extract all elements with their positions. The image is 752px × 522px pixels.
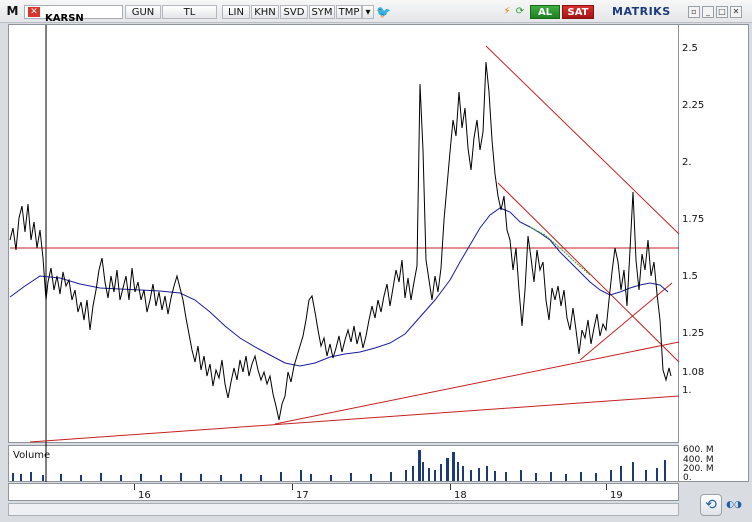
volume-tick: 600. M bbox=[683, 445, 714, 455]
horizontal-scrollbar[interactable] bbox=[8, 503, 679, 516]
time-tick: 19 bbox=[610, 490, 623, 501]
price-tick: 1.5 bbox=[682, 271, 698, 282]
price-tick: 2.25 bbox=[682, 100, 705, 111]
support-line bbox=[274, 341, 680, 425]
volume-tick: 200. M bbox=[683, 464, 714, 474]
refresh-small-icon[interactable]: ⟳ bbox=[515, 6, 525, 17]
scale-button[interactable]: LIN bbox=[222, 5, 250, 19]
price-tick: 1.75 bbox=[682, 214, 705, 225]
ma-highlight-line bbox=[529, 226, 591, 276]
menu-button[interactable]: M bbox=[6, 4, 19, 18]
moving-average-line bbox=[9, 207, 669, 367]
window-close-icon[interactable]: ✕ bbox=[730, 6, 742, 18]
twitter-bird-icon[interactable]: 🐦 bbox=[376, 5, 391, 19]
down-trend-line-lower bbox=[497, 182, 680, 363]
time-tick-mark bbox=[134, 484, 135, 490]
symbol-value: KARSN bbox=[45, 13, 84, 24]
time-tick: 16 bbox=[138, 490, 151, 501]
price-tick: 2. bbox=[682, 157, 692, 168]
sync-icon[interactable]: ⟲ bbox=[700, 494, 722, 516]
zoom-icon[interactable]: ◐◑ bbox=[726, 500, 742, 510]
volume-chart-panel[interactable] bbox=[8, 445, 679, 482]
up-trend-line bbox=[579, 282, 673, 361]
volume-label: Volume bbox=[13, 450, 51, 461]
volume-tick: 400. M bbox=[683, 455, 714, 465]
tmp-button[interactable]: TMP bbox=[336, 5, 362, 19]
down-trend-line-upper bbox=[485, 45, 680, 235]
window-minimize-icon[interactable]: _ bbox=[702, 6, 714, 18]
buy-button[interactable]: AL bbox=[530, 5, 560, 19]
khn-button[interactable]: KHN bbox=[251, 5, 279, 19]
dropdown-arrow-icon[interactable]: ▾ bbox=[362, 5, 374, 19]
lightning-icon[interactable]: ⚡ bbox=[503, 6, 511, 17]
time-tick: 17 bbox=[296, 490, 309, 501]
volume-tick: 0. bbox=[683, 473, 692, 483]
sym-button[interactable]: SYM bbox=[309, 5, 335, 19]
time-tick-mark bbox=[606, 484, 607, 490]
time-tick-mark bbox=[292, 484, 293, 490]
period-button[interactable]: GUN bbox=[125, 5, 161, 19]
time-tick-mark bbox=[450, 484, 451, 490]
matriks-logo: MATRIKS bbox=[612, 5, 671, 18]
price-axis[interactable] bbox=[679, 24, 749, 482]
price-tick: 2.5 bbox=[682, 43, 698, 54]
window-restore-icon[interactable]: ▫ bbox=[688, 6, 700, 18]
symbol-input[interactable]: ✕ KARSN bbox=[24, 5, 123, 24]
price-tick: 1.25 bbox=[682, 328, 705, 339]
price-tick: 1. bbox=[682, 385, 692, 396]
volume-bars bbox=[12, 450, 666, 481]
svd-button[interactable]: SVD bbox=[280, 5, 308, 19]
price-line bbox=[9, 61, 672, 421]
chart-toolbar: M ✕ KARSN GUN TL LIN KHN SVD SYM TMP ▾ 🐦… bbox=[0, 0, 752, 24]
window-maximize-icon[interactable]: □ bbox=[716, 6, 728, 18]
sell-button[interactable]: SAT bbox=[562, 5, 594, 19]
currency-button[interactable]: TL bbox=[162, 5, 217, 19]
time-axis[interactable] bbox=[8, 483, 679, 501]
last-price-label: 1.08 bbox=[682, 367, 705, 378]
long-support-line bbox=[29, 395, 680, 443]
price-chart-panel[interactable] bbox=[8, 24, 679, 443]
time-tick: 18 bbox=[454, 490, 467, 501]
clear-symbol-icon[interactable]: ✕ bbox=[28, 7, 40, 17]
trend-lines bbox=[10, 45, 680, 443]
